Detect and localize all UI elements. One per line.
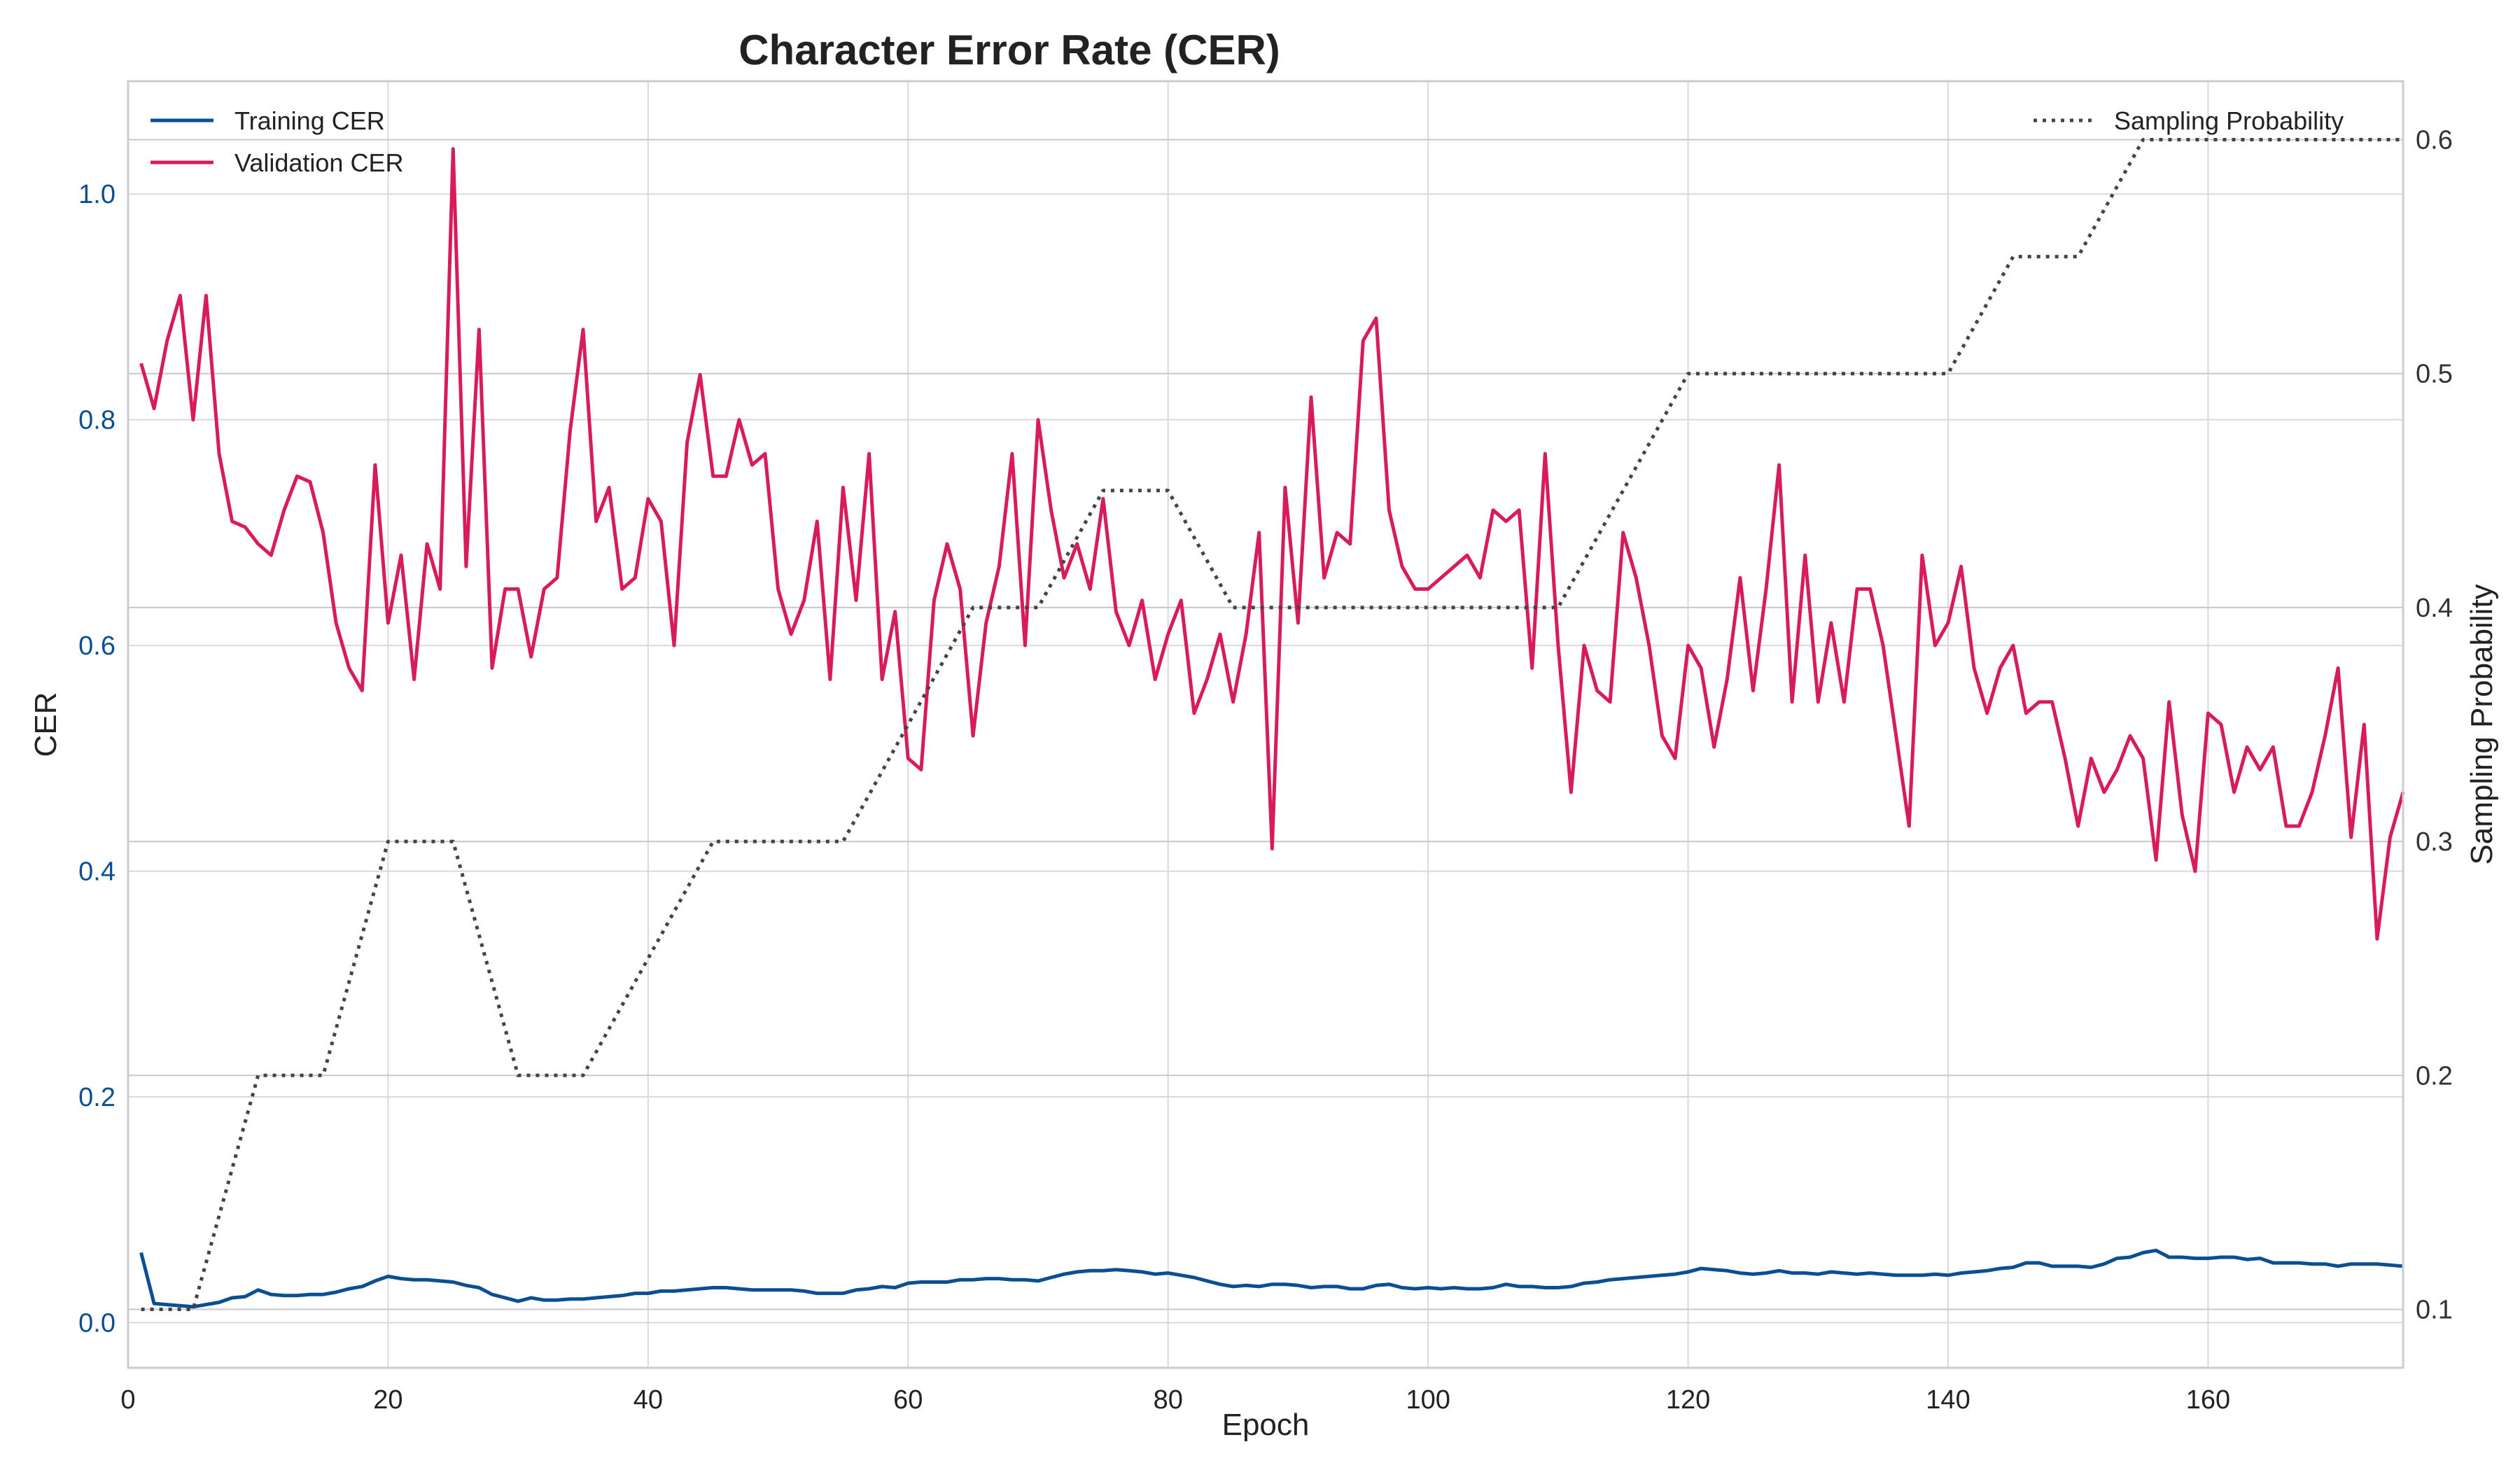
chart-title: Character Error Rate (CER): [738, 27, 1280, 74]
y2-axis-label: Sampling Probability: [2465, 584, 2499, 864]
legend-left: Training CER Validation CER: [150, 106, 403, 177]
x-tick-label: 160: [2186, 1385, 2230, 1415]
x-axis-label: Epoch: [1222, 1408, 1310, 1442]
y-tick-label: 0.2: [78, 1083, 115, 1112]
training-cer-line: [139, 1248, 2404, 1309]
plot-frame: [127, 80, 2404, 1369]
y2-tick-label: 0.1: [2416, 1295, 2453, 1324]
x-tick-label: 60: [893, 1385, 923, 1415]
y2-tick-label: 0.2: [2416, 1061, 2453, 1091]
y-tick-label: 0.4: [78, 858, 115, 887]
x-tick-label: 40: [634, 1385, 663, 1415]
y-tick-label: 0.8: [78, 406, 115, 435]
y2-tick-label: 0.6: [2416, 126, 2453, 155]
x-tick-label: 0: [120, 1385, 135, 1415]
validation-cer-line: [139, 147, 2405, 941]
legend-label-validation: Validation CER: [234, 148, 403, 177]
x-tick-label: 140: [1926, 1385, 1970, 1415]
y-tick-label: 0.6: [78, 631, 115, 661]
legend-label-sampling: Sampling Probability: [2114, 106, 2344, 135]
grid: [127, 81, 2403, 1368]
y-tick-label: 0.0: [78, 1309, 115, 1338]
x-tick-label: 20: [373, 1385, 402, 1415]
x-tick-label: 120: [1666, 1385, 1710, 1415]
axis-ticks: 0 20 40 60 80 100 120 140 160 0.0 0.2 0.4 0.6 0.8 1.0 0…: [78, 126, 2453, 1415]
x-tick-label: 100: [1406, 1385, 1450, 1415]
x-tick-label: 80: [1154, 1385, 1183, 1415]
series-lines: [139, 138, 2405, 1311]
y-tick-label: 1.0: [78, 180, 115, 209]
y-axis-label: CER: [29, 692, 63, 757]
y2-tick-label: 0.4: [2416, 594, 2453, 623]
y2-tick-label: 0.3: [2416, 827, 2453, 857]
legend-label-training: Training CER: [234, 106, 385, 135]
legend-right: Sampling Probability: [2033, 106, 2344, 135]
y2-tick-label: 0.5: [2416, 360, 2453, 389]
